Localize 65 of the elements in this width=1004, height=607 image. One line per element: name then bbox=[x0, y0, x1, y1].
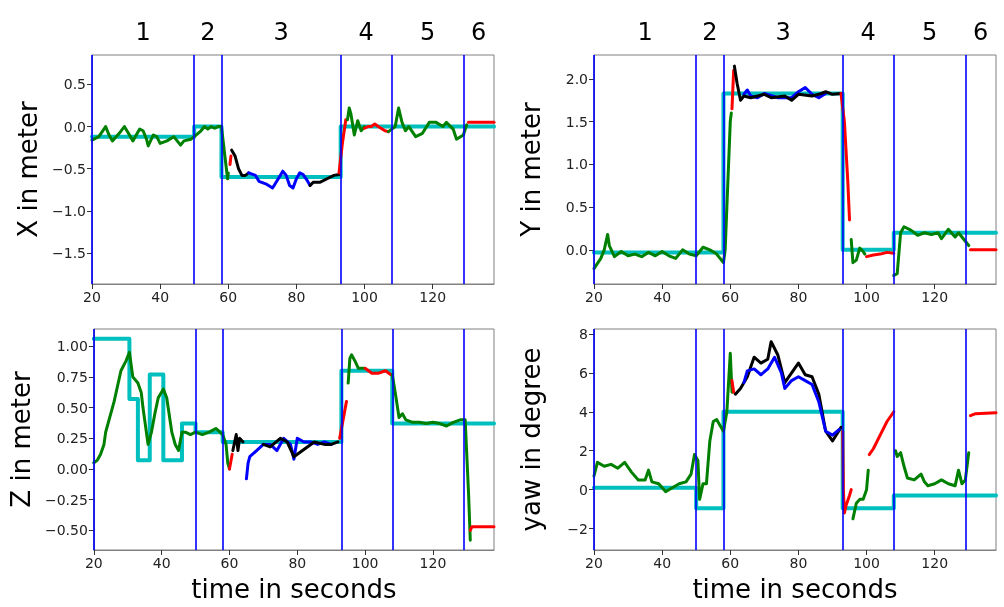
y-tick-label: 0.0 bbox=[63, 118, 86, 135]
y-tick-label: 0.0 bbox=[565, 241, 588, 258]
text: 5 bbox=[419, 17, 436, 46]
x-tick-label: 40 bbox=[653, 289, 672, 305]
y-tick-label: 1.0 bbox=[565, 156, 588, 173]
x-axis-title: time in seconds bbox=[191, 574, 397, 604]
text: 4 bbox=[860, 17, 876, 46]
x-tick-label: 120 bbox=[419, 555, 447, 571]
x-axis-title: time in seconds bbox=[692, 574, 898, 604]
x-tick-label: 40 bbox=[151, 289, 170, 305]
y-tick-label: 0.5 bbox=[565, 199, 588, 216]
x-tick-label: 20 bbox=[585, 289, 603, 305]
x-tick-label: 80 bbox=[287, 289, 306, 305]
y-tick-label: −2 bbox=[567, 520, 588, 537]
y-tick-label: −0.25 bbox=[44, 491, 88, 508]
text: 4 bbox=[358, 17, 374, 46]
text: 6 bbox=[471, 17, 487, 46]
x-tick-label: 120 bbox=[921, 289, 949, 305]
x-tick-label: 60 bbox=[219, 289, 238, 305]
y-tick-label: 0.25 bbox=[56, 430, 88, 447]
x-tick-label: 80 bbox=[288, 555, 307, 571]
x-tick-label: 100 bbox=[351, 289, 378, 305]
y-tick-label: 0.5 bbox=[63, 76, 86, 93]
y-tick-label: 6 bbox=[579, 364, 589, 381]
text: 6 bbox=[973, 17, 989, 46]
y-tick-label: 1.5 bbox=[565, 113, 588, 130]
x-tick-label: 100 bbox=[853, 289, 880, 305]
y-tick-label: −0.5 bbox=[52, 160, 86, 177]
x-tick-label: 20 bbox=[585, 555, 603, 571]
x-tick-label: 20 bbox=[83, 289, 101, 305]
x-tick-label: 80 bbox=[789, 289, 808, 305]
text: 2 bbox=[702, 17, 718, 46]
y-tick-label: 2.0 bbox=[565, 70, 588, 87]
y-tick-label: −1.5 bbox=[52, 244, 86, 261]
y-axis-title: Z in meter bbox=[6, 371, 36, 508]
text: 1 bbox=[637, 17, 653, 46]
y-tick-label: 2 bbox=[579, 442, 588, 459]
y-tick-label: 0.75 bbox=[56, 368, 88, 385]
text: 5 bbox=[921, 17, 938, 46]
y-tick-label: 8 bbox=[579, 325, 588, 342]
x-tick-label: 120 bbox=[419, 289, 447, 305]
y-axis-title: yaw in degree bbox=[516, 347, 546, 532]
y-tick-label: −1.0 bbox=[52, 202, 86, 219]
y-axis-title: X in meter bbox=[13, 101, 44, 238]
x-tick-label: 20 bbox=[84, 555, 103, 571]
y-tick-label: 0.50 bbox=[56, 399, 88, 416]
text: 3 bbox=[775, 17, 791, 46]
y-tick-label: 4 bbox=[579, 403, 589, 420]
y-tick-label: 0.00 bbox=[56, 460, 88, 477]
x-tick-label: 40 bbox=[653, 555, 672, 571]
x-tick-label: 80 bbox=[789, 555, 808, 571]
y-tick-label: −0.50 bbox=[44, 522, 88, 539]
x-tick-label: 60 bbox=[721, 289, 740, 305]
y-tick-label: 1.00 bbox=[56, 338, 88, 355]
x-tick-label: 60 bbox=[721, 555, 740, 571]
text: 2 bbox=[200, 17, 216, 46]
x-tick-label: 120 bbox=[921, 555, 949, 571]
y-axis-title: Y in meter bbox=[516, 102, 546, 238]
x-tick-label: 100 bbox=[853, 555, 880, 571]
y-tick-label: 0 bbox=[579, 481, 588, 498]
x-tick-label: 60 bbox=[220, 555, 239, 571]
text: 3 bbox=[273, 17, 289, 46]
text: 1 bbox=[135, 17, 151, 46]
x-tick-label: 100 bbox=[351, 555, 379, 571]
x-tick-label: 40 bbox=[152, 555, 171, 571]
